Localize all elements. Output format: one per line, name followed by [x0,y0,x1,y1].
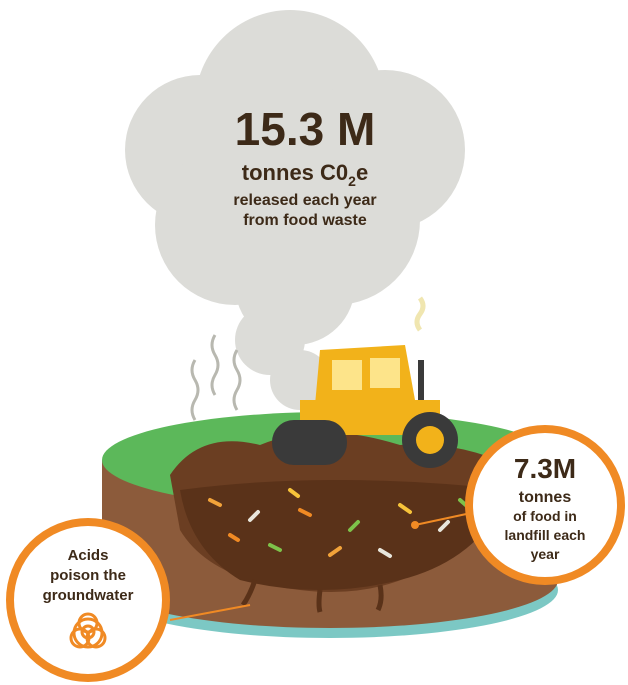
callout-line: groundwater [43,587,134,604]
heat-lines [190,334,242,421]
cloud-figure: 15.3 M [235,103,376,155]
groundwater-callout: Acids poison the groundwater [6,518,170,682]
landfill-callout: 7.3M tonnes of food in landfill each yea… [465,425,625,585]
callout-line: tonnes [519,489,572,506]
callout-line: Acids [68,547,109,564]
callout-line: landfill each [505,527,586,543]
cloud-line: tonnes C02e [242,160,368,189]
cloud-line: released each year [233,192,376,209]
callout-line: year [531,546,560,562]
cloud-line: from food waste [243,212,367,229]
cloud-text: e [356,160,368,185]
road-roller [272,296,458,468]
smoke-cloud [125,10,465,410]
cloud-text: tonnes C0 [242,160,348,185]
callout-line: of food in [513,508,577,524]
callout-figure: 7.3M [514,453,576,484]
subscript: 2 [348,173,356,189]
callout-line: poison the [50,567,126,584]
biohazard-icon [69,612,107,649]
